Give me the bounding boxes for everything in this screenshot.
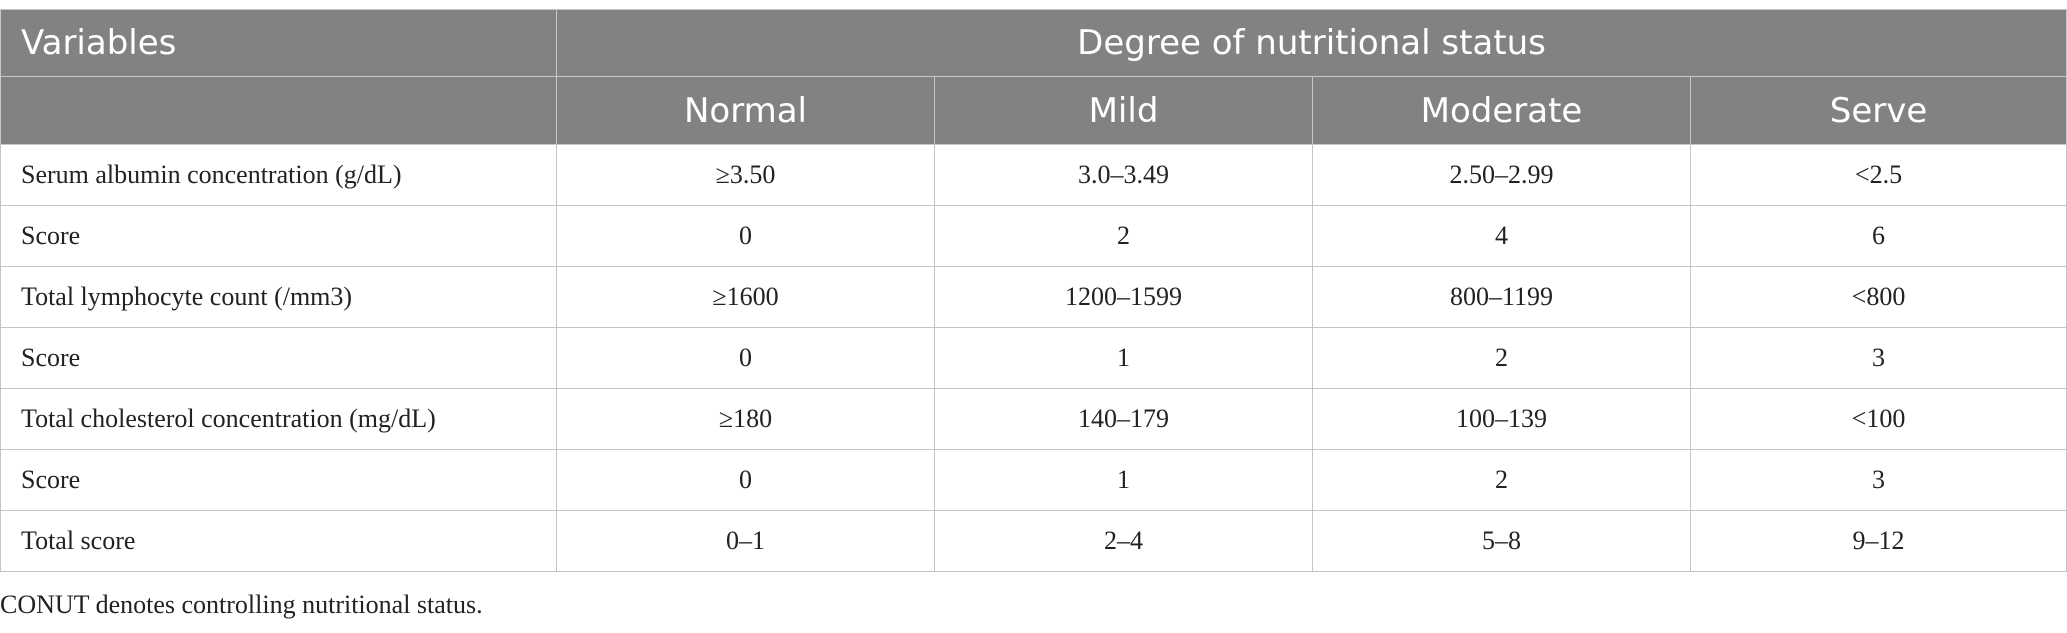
table-cell: 0 — [556, 449, 935, 511]
table-cell: 3 — [1690, 327, 2067, 389]
header-variables: Variables — [0, 9, 557, 77]
table-cell: 800–1199 — [1312, 266, 1691, 328]
table-cell: 2 — [1312, 327, 1691, 389]
table-cell: 1 — [934, 449, 1313, 511]
table-cell: <2.5 — [1690, 144, 2067, 206]
table-row: Serum albumin concentration (g/dL) ≥3.50… — [0, 144, 2067, 206]
conut-score-table: Variables Degree of nutritional status N… — [0, 9, 2067, 572]
header-row-1: Variables Degree of nutritional status — [0, 9, 2067, 77]
table-row: Total score 0–1 2–4 5–8 9–12 — [0, 510, 2067, 572]
table-cell: 5–8 — [1312, 510, 1691, 572]
table-footnote: CONUT denotes controlling nutritional st… — [0, 590, 483, 619]
row-label: Score — [0, 449, 557, 511]
row-label: Total score — [0, 510, 557, 572]
header-col-mild: Mild — [934, 76, 1313, 145]
header-col-serve: Serve — [1690, 76, 2067, 145]
table-cell: 1200–1599 — [934, 266, 1313, 328]
row-label: Serum albumin concentration (g/dL) — [0, 144, 557, 206]
table-cell: 9–12 — [1690, 510, 2067, 572]
table-cell: 0 — [556, 205, 935, 267]
table-header: Variables Degree of nutritional status N… — [0, 9, 2067, 145]
table-cell: <800 — [1690, 266, 2067, 328]
table-cell: 1 — [934, 327, 1313, 389]
header-degree-group: Degree of nutritional status — [556, 9, 2067, 77]
header-row-2: Normal Mild Moderate Serve — [0, 76, 2067, 145]
table-cell: <100 — [1690, 388, 2067, 450]
table-row: Score 0 1 2 3 — [0, 449, 2067, 511]
table-cell: 4 — [1312, 205, 1691, 267]
header-col-moderate: Moderate — [1312, 76, 1691, 145]
row-label: Total lymphocyte count (/mm3) — [0, 266, 557, 328]
table-cell: ≥180 — [556, 388, 935, 450]
table-body: Serum albumin concentration (g/dL) ≥3.50… — [0, 144, 2067, 572]
table-cell: 6 — [1690, 205, 2067, 267]
table-cell: 140–179 — [934, 388, 1313, 450]
table-cell: 2 — [934, 205, 1313, 267]
row-label: Total cholesterol concentration (mg/dL) — [0, 388, 557, 450]
table-row: Total lymphocyte count (/mm3) ≥1600 1200… — [0, 266, 2067, 328]
row-label: Score — [0, 327, 557, 389]
table-cell: 100–139 — [1312, 388, 1691, 450]
table-row: Score 0 2 4 6 — [0, 205, 2067, 267]
table-cell: 3 — [1690, 449, 2067, 511]
table-cell: 2 — [1312, 449, 1691, 511]
header-variables-spacer — [0, 76, 557, 145]
table-cell: 0–1 — [556, 510, 935, 572]
row-label: Score — [0, 205, 557, 267]
table-cell: 2–4 — [934, 510, 1313, 572]
conut-table-container: Variables Degree of nutritional status N… — [0, 9, 2067, 572]
table-cell: 0 — [556, 327, 935, 389]
table-cell: 3.0–3.49 — [934, 144, 1313, 206]
table-cell: ≥1600 — [556, 266, 935, 328]
table-cell: 2.50–2.99 — [1312, 144, 1691, 206]
table-cell: ≥3.50 — [556, 144, 935, 206]
table-row: Score 0 1 2 3 — [0, 327, 2067, 389]
header-col-normal: Normal — [556, 76, 935, 145]
table-row: Total cholesterol concentration (mg/dL) … — [0, 388, 2067, 450]
